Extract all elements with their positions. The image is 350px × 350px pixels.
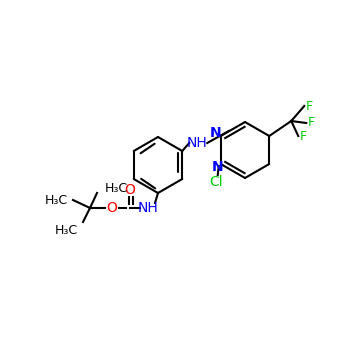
Text: O: O	[125, 183, 135, 197]
Text: O: O	[106, 201, 118, 215]
Text: NH: NH	[138, 201, 158, 215]
Text: H₃C: H₃C	[105, 182, 128, 195]
Text: H₃C: H₃C	[45, 194, 68, 206]
Text: F: F	[308, 117, 315, 130]
Text: N: N	[210, 126, 222, 140]
Text: H₃C: H₃C	[55, 224, 78, 237]
Text: Cl: Cl	[209, 175, 223, 189]
Text: F: F	[306, 99, 313, 112]
Text: NH: NH	[187, 136, 208, 150]
Text: F: F	[300, 130, 307, 142]
Text: N: N	[212, 160, 224, 174]
